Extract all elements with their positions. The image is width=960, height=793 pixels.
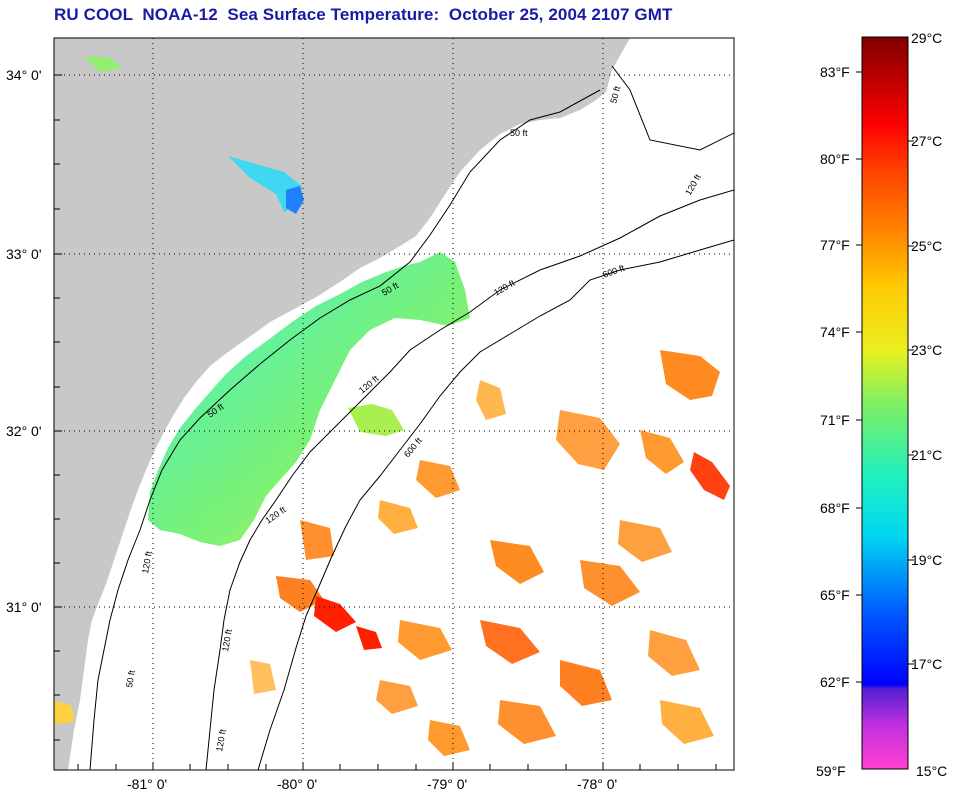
cb-c-label: 19°C (911, 552, 942, 568)
colorbar-ticks (856, 71, 914, 683)
cb-f-label: 68°F (820, 500, 850, 516)
nearshore-sst-band (148, 252, 470, 546)
bathymetry-contours (89, 65, 734, 770)
lon-label-79: -79° 0' (427, 776, 467, 792)
plot-area (54, 38, 734, 770)
lat-label-34: 34° 0' (6, 67, 42, 83)
cb-c-label: 23°C (911, 342, 942, 358)
cb-c-label: 25°C (911, 238, 942, 254)
cb-c-label: 17°C (911, 656, 942, 672)
lat-labels: 34° 0' 33° 0' 32° 0' 31° 0' (6, 67, 42, 615)
map-title: RU COOL NOAA-12 Sea Surface Temperature:… (54, 5, 673, 24)
cb-f-label: 77°F (820, 237, 850, 253)
cb-c-label: 21°C (911, 447, 942, 463)
cb-f-label: 74°F (820, 324, 850, 340)
contour-label: 50 ft (608, 85, 622, 105)
contour-600ft (257, 239, 734, 770)
lon-label-78: -78° 0' (577, 776, 617, 792)
colorbar-fahrenheit-labels: 83°F 80°F 77°F 74°F 71°F 68°F 65°F 62°F … (816, 64, 850, 779)
lon-ticks (77, 762, 717, 770)
plot-frame (53, 37, 735, 771)
cb-f-label: 59°F (816, 763, 846, 779)
contour-label: 120 ft (220, 628, 234, 652)
contour-50ft (89, 65, 734, 770)
cb-c-label: 29°C (911, 30, 942, 46)
contour-label: 120 ft (214, 728, 228, 752)
cb-f-label: 71°F (820, 412, 850, 428)
lat-label-33: 33° 0' (6, 246, 42, 262)
graticule (54, 38, 734, 770)
contour-label: 120 ft (140, 550, 154, 574)
offshore-green-patch (348, 404, 404, 436)
cyan-patch-north (228, 156, 302, 212)
lat-ticks (54, 74, 62, 741)
contour-label: 50 ft (510, 128, 528, 138)
blue-patch (286, 186, 304, 214)
green-patch-north (84, 56, 122, 72)
colorbar-gradient (861, 36, 909, 770)
colorbar: 83°F 80°F 77°F 74°F 71°F 68°F 65°F 62°F … (816, 30, 947, 779)
land-mass (54, 38, 630, 770)
cb-f-label: 65°F (820, 587, 850, 603)
lat-label-31: 31° 0' (6, 599, 42, 615)
cb-f-label: 80°F (820, 151, 850, 167)
lon-label-81: -81° 0' (127, 776, 167, 792)
lon-label-80: -80° 0' (277, 776, 317, 792)
cb-c-label: 27°C (911, 133, 942, 149)
cb-c-label: 15°C (916, 763, 947, 779)
lon-labels: -81° 0' -80° 0' -79° 0' -78° 0' (127, 776, 617, 792)
cb-f-label: 83°F (820, 64, 850, 80)
contour-120ft (205, 189, 734, 770)
cb-f-label: 62°F (820, 674, 850, 690)
colorbar-celsius-labels: 29°C 27°C 25°C 23°C 21°C 19°C 17°C 15°C (911, 30, 947, 779)
lat-label-32: 32° 0' (6, 423, 42, 439)
contour-label: 50 ft (124, 669, 137, 688)
offshore-warm-patches (54, 350, 730, 756)
